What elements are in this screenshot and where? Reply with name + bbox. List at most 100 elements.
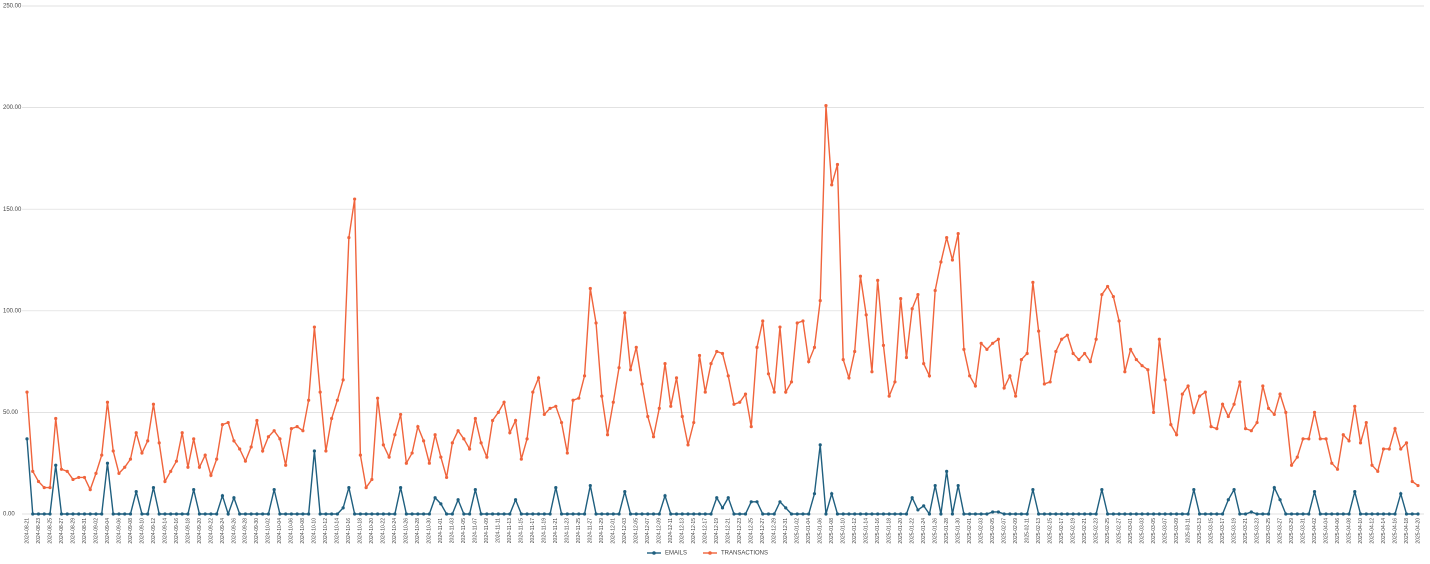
data-point [376, 512, 380, 516]
data-point [1151, 512, 1156, 516]
data-point [651, 435, 656, 439]
data-point [1370, 463, 1374, 467]
data-point [876, 278, 880, 282]
data-point [1065, 333, 1069, 337]
data-point [399, 412, 403, 417]
data-point [755, 500, 759, 504]
data-point [1192, 488, 1196, 492]
data-point [186, 465, 190, 469]
data-point [766, 372, 771, 376]
data-point [261, 449, 265, 453]
data-point [1249, 429, 1253, 433]
data-point [462, 437, 466, 441]
x-tick-label: 2025-04-12 [1369, 518, 1375, 544]
x-tick-label: 2025-01-18 [887, 518, 893, 544]
data-point [726, 496, 730, 500]
data-point [973, 384, 978, 388]
x-tick-label: 2025-02-13 [1036, 518, 1042, 544]
x-tick-label: 2025-03-11 [1185, 518, 1191, 543]
data-point [617, 366, 621, 370]
data-point [605, 433, 610, 437]
data-point [1060, 337, 1064, 341]
data-point [1232, 402, 1236, 406]
data-point [48, 512, 52, 516]
data-point [410, 512, 414, 516]
x-tick-label: 2024-10-02 [266, 518, 272, 544]
data-point [646, 414, 650, 419]
data-point [588, 286, 592, 291]
data-point [686, 512, 690, 516]
data-point [1019, 512, 1023, 516]
data-point [795, 512, 799, 516]
legend-marker [652, 551, 656, 555]
x-tick-label: 2025-02-07 [1001, 518, 1007, 544]
x-tick-label: 2024-10-08 [300, 518, 306, 544]
data-point [1416, 512, 1420, 516]
data-point [1163, 512, 1167, 516]
x-tick-label: 2024-11-19 [542, 518, 548, 543]
data-point [123, 512, 127, 516]
data-point [1307, 512, 1311, 516]
data-point [381, 443, 385, 447]
x-tick-label: 2024-09-12 [151, 518, 157, 544]
data-point [1347, 512, 1351, 516]
data-point [36, 479, 41, 484]
data-point [140, 451, 144, 455]
data-point [910, 307, 914, 311]
data-point [1243, 427, 1248, 431]
data-point [353, 197, 357, 201]
data-point [169, 512, 173, 516]
data-point [444, 512, 449, 516]
data-point [1192, 410, 1196, 414]
data-point [548, 512, 552, 516]
data-point [1255, 512, 1259, 516]
data-point [743, 512, 748, 516]
data-point [554, 485, 558, 490]
data-point [1335, 467, 1340, 471]
data-point [347, 236, 351, 240]
data-point [65, 512, 69, 516]
data-point [571, 398, 575, 402]
x-tick-label: 2025-03-01 [1128, 518, 1134, 544]
data-point [1186, 512, 1190, 516]
data-point [1197, 394, 1202, 398]
data-point [991, 510, 995, 514]
data-point [220, 494, 225, 498]
data-point [111, 449, 115, 453]
x-tick-label: 2024-10-18 [358, 518, 364, 544]
data-point [54, 416, 58, 421]
data-point [743, 392, 748, 396]
data-point [1307, 437, 1311, 441]
data-point [761, 319, 765, 323]
data-point [1318, 512, 1322, 516]
data-point [1111, 294, 1115, 299]
data-point [628, 368, 633, 372]
data-point [1232, 488, 1236, 492]
data-point [525, 512, 529, 516]
data-point [358, 512, 362, 516]
y-tick-label: 0.00 [3, 512, 15, 518]
data-point [536, 512, 541, 516]
x-tick-label: 2025-01-26 [933, 518, 939, 544]
x-tick-label: 2024-10-24 [392, 518, 398, 544]
data-point [1071, 351, 1075, 356]
data-point [1083, 512, 1087, 516]
x-tick-label: 2024-09-08 [128, 518, 134, 544]
x-tick-label: 2024-11-29 [599, 518, 605, 543]
x-tick-label: 2024-08-21 [24, 518, 30, 544]
x-tick-label: 2024-11-15 [519, 518, 525, 543]
data-point [1399, 447, 1403, 451]
data-point [1289, 463, 1294, 467]
data-point [467, 447, 472, 451]
data-point [582, 374, 587, 378]
data-point [1393, 427, 1397, 431]
data-point [88, 488, 92, 492]
data-point [830, 492, 834, 496]
data-point [1094, 337, 1098, 341]
x-tick-label: 2025-04-10 [1358, 518, 1364, 544]
data-point [922, 362, 926, 366]
data-point [1272, 412, 1276, 417]
data-point [864, 313, 868, 317]
data-point [192, 437, 196, 441]
data-point [100, 453, 104, 457]
